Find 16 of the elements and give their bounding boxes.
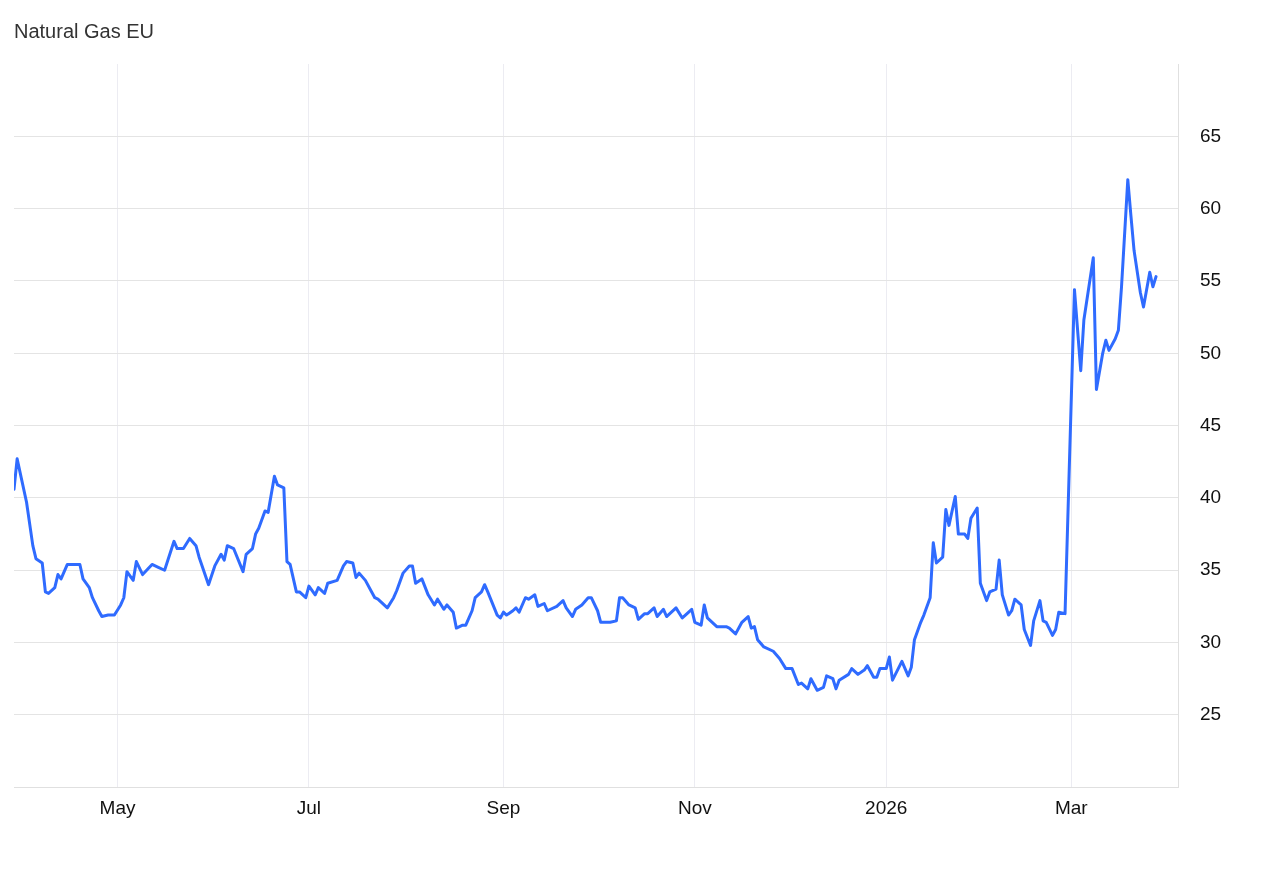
- x-tick-label: Nov: [677, 796, 713, 818]
- x-tick-label: 2026: [865, 796, 908, 818]
- y-tick-label: 50: [1200, 341, 1222, 363]
- chart-title: Natural Gas EU: [14, 19, 155, 42]
- x-tick-label: Sep: [486, 796, 521, 818]
- y-tick-label: 65: [1200, 124, 1222, 146]
- y-tick-label: 30: [1200, 630, 1222, 652]
- y-tick-label: 55: [1200, 269, 1222, 291]
- y-tick-label: 40: [1200, 486, 1222, 508]
- x-tick-label: May: [99, 796, 136, 818]
- x-tick-label: Jul: [296, 796, 322, 818]
- y-tick-label: 35: [1200, 558, 1222, 580]
- y-tick-label: 60: [1200, 196, 1222, 218]
- x-tick-label: Mar: [1054, 796, 1089, 818]
- y-tick-label: 25: [1200, 703, 1222, 725]
- y-tick-label: 45: [1200, 413, 1222, 435]
